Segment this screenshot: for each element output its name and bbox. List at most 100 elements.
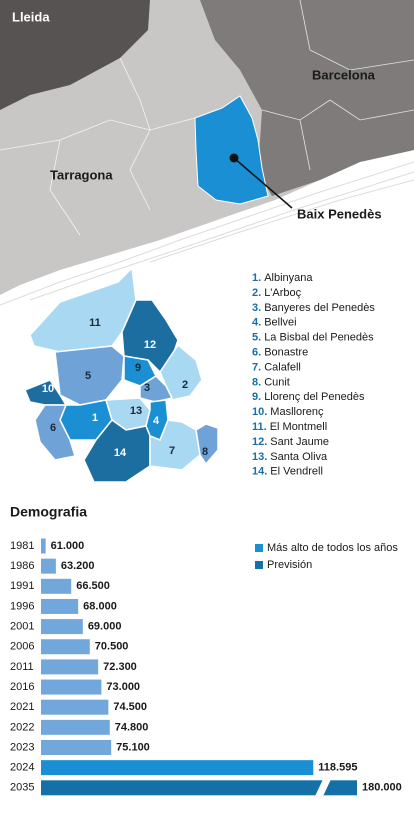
list-number: 10. xyxy=(252,406,267,418)
list-number: 6. xyxy=(252,346,261,358)
category-label: 2024 xyxy=(10,762,34,774)
category-label: 2035 xyxy=(10,782,34,794)
list-name: Santa Oliva xyxy=(270,451,328,463)
category-label: 2021 xyxy=(10,701,34,713)
border xyxy=(299,0,414,71)
list-name: Sant Jaume xyxy=(270,436,329,448)
list-number: 4. xyxy=(252,317,261,329)
sea-line xyxy=(29,171,414,301)
list-number: 1. xyxy=(252,272,261,284)
list-name: El Vendrell xyxy=(270,466,323,478)
legend-swatch xyxy=(255,561,263,569)
list-item: 11. El Montmell xyxy=(252,421,327,433)
axis-break xyxy=(315,779,331,797)
map-number: 6 xyxy=(50,422,56,434)
bar xyxy=(41,619,83,635)
list-name: L'Arboç xyxy=(264,287,301,299)
list-name: La Bisbal del Penedès xyxy=(264,332,374,344)
border xyxy=(0,117,196,151)
category-label: 1986 xyxy=(10,560,34,572)
value-label: 61.000 xyxy=(51,540,85,552)
value-label: 74.500 xyxy=(113,701,147,713)
list-item: 5. La Bisbal del Penedès xyxy=(252,332,374,344)
list-name: Cunit xyxy=(264,376,290,388)
list-item: 10. Masllorenç xyxy=(252,406,324,418)
bar xyxy=(41,699,109,715)
municipality xyxy=(34,404,76,461)
bar-chart: 1981 61.000 1986 63.200 1991 66.500 1996 68.000… xyxy=(10,538,402,797)
category-label: 2001 xyxy=(10,621,34,633)
list-item: 8. Cunit xyxy=(252,376,290,388)
category-label: 1996 xyxy=(10,600,34,612)
map-number: 12 xyxy=(144,339,156,351)
border xyxy=(261,99,414,121)
value-label: 74.800 xyxy=(115,721,149,733)
value-label: 73.000 xyxy=(106,681,140,693)
value-label: 68.000 xyxy=(83,600,117,612)
region-label: Tarragona xyxy=(50,167,113,182)
lleida-area xyxy=(0,0,150,110)
value-label: 72.300 xyxy=(103,661,137,673)
map-number: 10 xyxy=(42,383,54,395)
category-label: 2011 xyxy=(10,661,34,673)
category-label: 2022 xyxy=(10,721,34,733)
list-name: El Montmell xyxy=(270,421,327,433)
border xyxy=(119,57,151,211)
leader-line xyxy=(233,157,293,209)
bar xyxy=(41,659,99,675)
map-number: 1 xyxy=(92,412,98,424)
region-map: Lleida Barcelona Tarragona Baix Penedès xyxy=(0,0,414,306)
sea-texture xyxy=(0,161,414,306)
list-item: 2. L'Arboç xyxy=(252,287,302,299)
list-item: 4. Bellvei xyxy=(252,317,297,329)
value-label: 66.500 xyxy=(76,580,110,592)
list-name: Bellvei xyxy=(264,317,296,329)
map-number: 7 xyxy=(169,445,175,457)
municipality xyxy=(29,266,137,353)
category-label: 1981 xyxy=(10,540,34,552)
bar xyxy=(41,679,102,695)
chart-title: Demografia xyxy=(10,504,87,520)
map-number: 11 xyxy=(89,317,101,329)
municipality xyxy=(54,345,125,406)
highlight-label: Baix Penedès xyxy=(297,206,382,221)
list-name: Banyeres del Penedès xyxy=(264,302,375,314)
bar xyxy=(41,740,112,755)
list-name: Masllorenç xyxy=(270,406,324,418)
bar xyxy=(41,719,110,735)
list-number: 5. xyxy=(252,332,261,344)
category-label: 2006 xyxy=(10,641,34,653)
list-number: 13. xyxy=(252,451,267,463)
bar xyxy=(41,598,79,614)
list-item: 12. Sant Jaume xyxy=(252,436,329,448)
bar xyxy=(41,578,72,594)
bar xyxy=(41,780,357,796)
list-number: 3. xyxy=(252,302,261,314)
list-name: Llorenç del Penedès xyxy=(264,391,365,403)
list-item: 13. Santa Oliva xyxy=(252,451,328,463)
legend-label: Previsión xyxy=(267,559,312,571)
list-item: 14. El Vendrell xyxy=(252,466,323,478)
list-number: 8. xyxy=(252,376,261,388)
municipality xyxy=(195,423,219,466)
sea-line xyxy=(149,179,414,263)
border xyxy=(49,139,81,236)
list-name: Calafell xyxy=(264,361,301,373)
municipality-map xyxy=(24,266,219,483)
legend-label: Más alto de todos los años xyxy=(267,542,398,554)
category-label: 1991 xyxy=(10,580,34,592)
category-label: 2023 xyxy=(10,741,34,753)
map-number: 3 xyxy=(144,382,150,394)
region-label: Barcelona xyxy=(312,67,376,82)
list-number: 12. xyxy=(252,436,267,448)
map-number: 14 xyxy=(114,447,127,459)
value-label: 70.500 xyxy=(95,641,129,653)
region-label: Lleida xyxy=(12,9,50,24)
sea-line xyxy=(0,161,414,306)
list-item: 6. Bonastre xyxy=(252,346,308,358)
list-number: 11. xyxy=(252,421,267,433)
value-label: 63.200 xyxy=(61,560,95,572)
